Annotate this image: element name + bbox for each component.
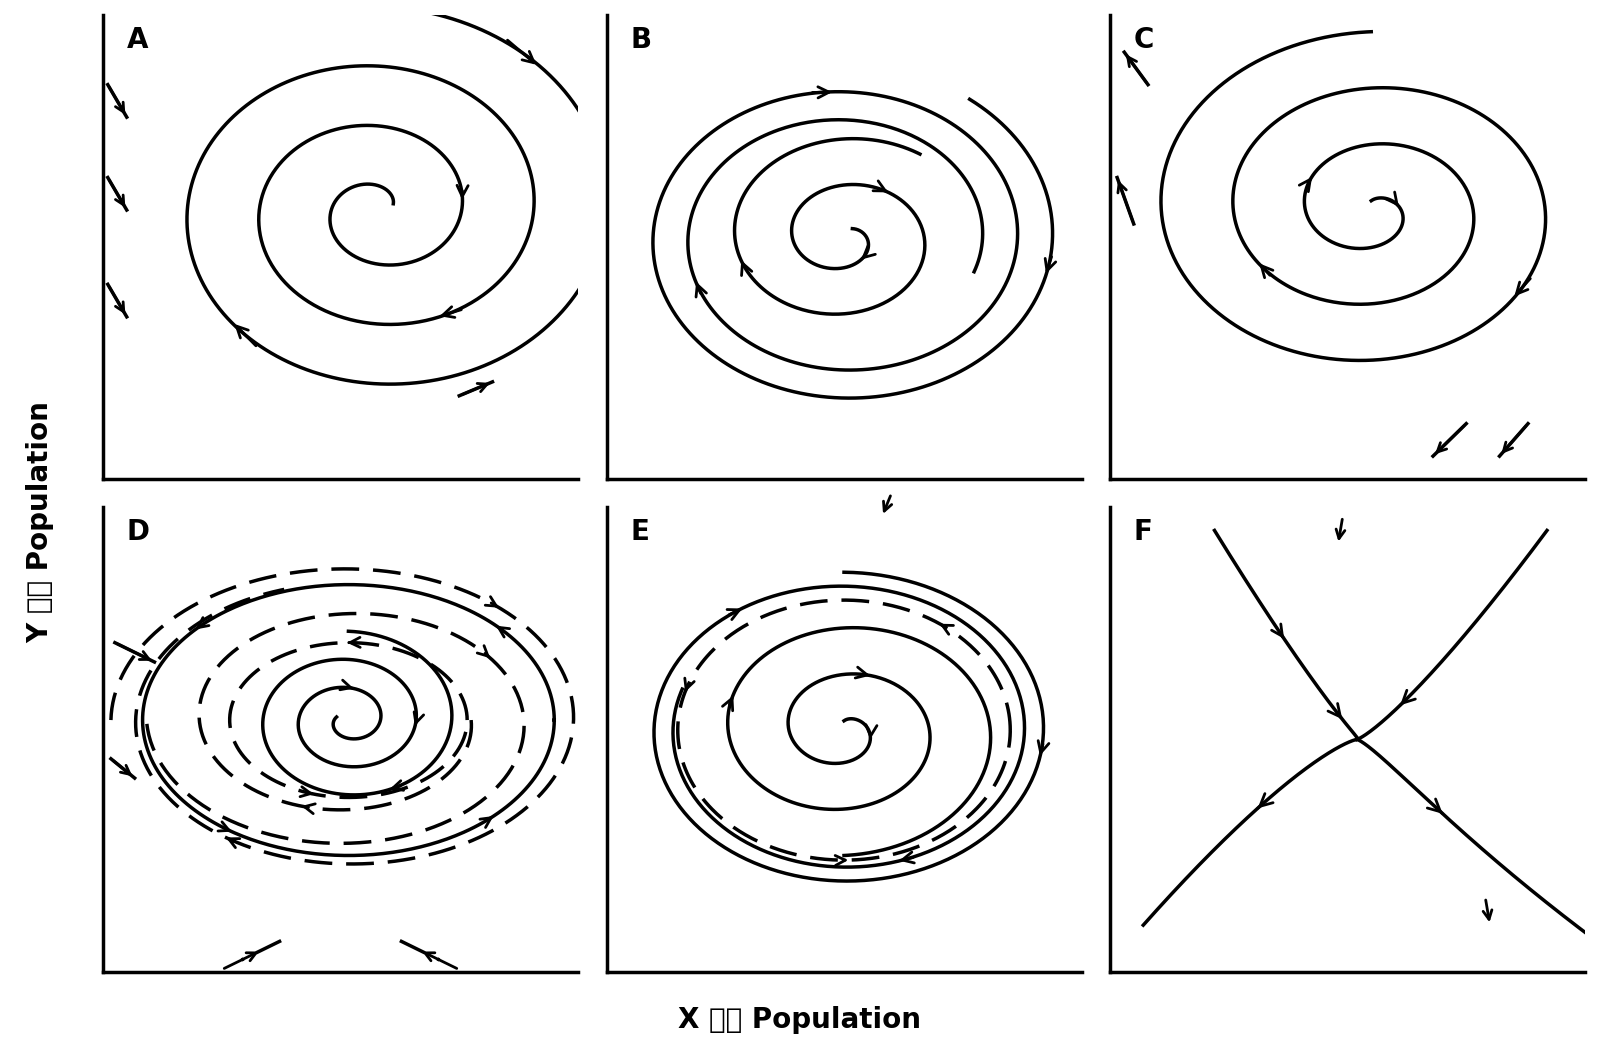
Text: E: E	[630, 518, 650, 546]
Text: F: F	[1134, 518, 1152, 546]
Text: D: D	[126, 518, 150, 546]
Text: X 种群 Population: X 种群 Population	[678, 1005, 922, 1034]
Text: B: B	[630, 25, 651, 53]
Text: A: A	[126, 25, 149, 53]
Text: C: C	[1134, 25, 1154, 53]
Text: Y 种群 Population: Y 种群 Population	[26, 401, 54, 643]
